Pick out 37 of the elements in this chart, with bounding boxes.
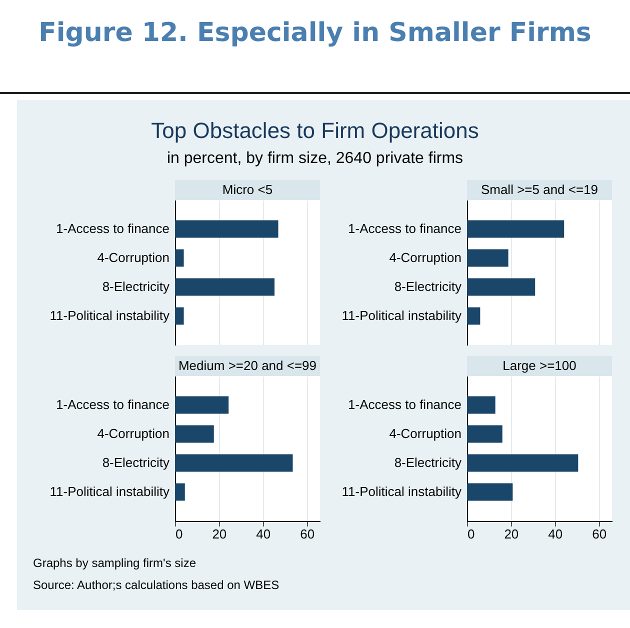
- y-tick-label: 8-Electricity: [394, 279, 462, 294]
- y-tick-label: 1-Access to finance: [348, 221, 462, 236]
- y-tick-label: 11-Political instability: [342, 308, 462, 323]
- caption: Figure 12. Especially in Smaller Firms: [38, 18, 592, 48]
- x-tick-label: 40: [256, 526, 271, 542]
- y-tick-label: 11-Political instability: [342, 484, 462, 499]
- y-tick-label: 1-Access to finance: [56, 397, 170, 412]
- x-tick-label: 60: [300, 526, 315, 542]
- chart-title: Large >=100: [467, 356, 612, 376]
- chart-title: Small >=5 and <=19: [467, 180, 612, 200]
- bar: [467, 278, 536, 296]
- y-tick-label: 1-Access to finance: [348, 397, 462, 412]
- x-tick-label: 60: [592, 526, 607, 542]
- y-tick-label: 8-Electricity: [102, 279, 170, 294]
- source-note: Source: Author;s calculations based on WBES: [33, 577, 280, 594]
- x-tick-label: 20: [504, 526, 519, 542]
- y-tick-label: 8-Electricity: [394, 455, 462, 470]
- y-tick-label: 4-Corruption: [97, 426, 170, 441]
- y-tick-label: 11-Political instability: [50, 484, 170, 499]
- y-tick-label: 1-Access to finance: [56, 221, 170, 236]
- y-tick-label: 4-Corruption: [389, 426, 462, 441]
- x-tick-label: 20: [212, 526, 227, 542]
- y-tick-label: 4-Corruption: [97, 250, 170, 265]
- text: in percent, by firm size, 2640 private firms: [166, 150, 464, 168]
- bar: [467, 220, 564, 238]
- bar: [467, 307, 480, 325]
- y-tick-label: 4-Corruption: [389, 250, 462, 265]
- text: Top Obstacles to Firm Operations: [150, 118, 480, 144]
- y-tick-label: 8-Electricity: [102, 455, 170, 470]
- chart-title: Medium >=20 and <=99: [175, 356, 320, 376]
- text: Graphs by sampling firm's size: [33, 555, 198, 572]
- y-tick-label: 11-Political instability: [50, 308, 170, 323]
- chart-title: Micro <5: [175, 180, 320, 200]
- x-tick-label: 0: [468, 526, 475, 542]
- x-tick-label: 0: [176, 526, 183, 542]
- bar: [467, 249, 508, 267]
- x-tick-label: 40: [548, 526, 563, 542]
